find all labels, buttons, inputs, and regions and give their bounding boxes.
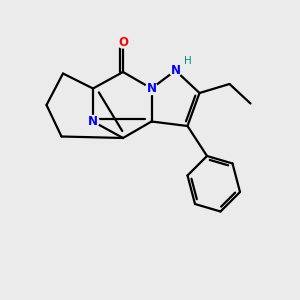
- Text: O: O: [118, 35, 128, 49]
- Text: H: H: [184, 56, 192, 66]
- Text: N: N: [146, 82, 157, 95]
- Text: N: N: [88, 115, 98, 128]
- Circle shape: [169, 64, 181, 76]
- Text: N: N: [170, 64, 181, 77]
- Circle shape: [146, 82, 158, 94]
- Circle shape: [117, 36, 129, 48]
- Circle shape: [87, 116, 99, 128]
